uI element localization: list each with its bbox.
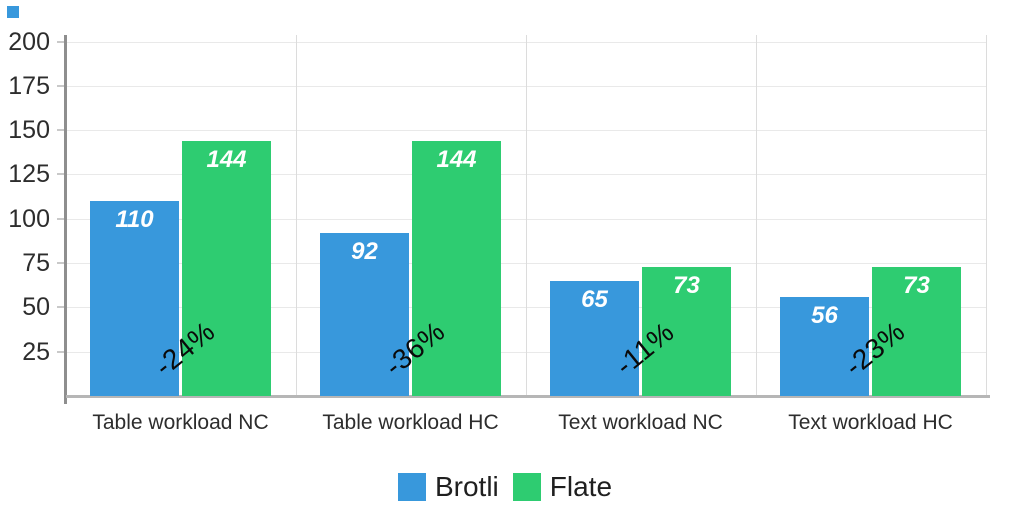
bar-brotli-1: 110 — [90, 201, 179, 396]
y-axis-tick — [56, 350, 66, 353]
bar-value-label: 144 — [436, 145, 477, 173]
category-separator-gridline — [525, 35, 527, 396]
blue-corner-mark — [7, 6, 19, 18]
bar-flate-1: 144 — [182, 140, 271, 396]
bar-value-label: 73 — [673, 271, 700, 299]
y-axis-tick — [56, 217, 66, 220]
category-separator-gridline — [985, 35, 987, 396]
bar-value-label: 144 — [206, 145, 247, 173]
bar-value-label: 92 — [351, 237, 378, 265]
bar-flate-4: 73 — [872, 266, 961, 396]
y-tick-label: 150 — [8, 116, 50, 145]
legend-label: Flate — [549, 471, 613, 502]
y-tick-label: 50 — [22, 293, 50, 322]
y-axis-tick — [56, 306, 66, 309]
category-separator-gridline — [295, 35, 297, 396]
y-tick-label: 200 — [8, 27, 50, 56]
bar-brotli-4: 56 — [780, 296, 869, 396]
y-tick-label: 100 — [8, 204, 50, 233]
y-axis-tick — [56, 40, 66, 43]
y-tick-label: 175 — [8, 71, 50, 100]
x-axis-line — [65, 395, 990, 398]
bar-flate-3: 73 — [642, 266, 731, 396]
x-category-label: Text workload NC — [558, 411, 723, 434]
x-category-label: Text workload HC — [788, 411, 953, 434]
legend-swatch-flate — [512, 473, 541, 501]
y-tick-label: 25 — [22, 337, 50, 366]
legend-swatch-brotli — [397, 473, 426, 501]
y-axis-tick — [56, 173, 66, 176]
y-axis-tick — [56, 262, 66, 265]
bar-flate-2: 144 — [412, 140, 501, 396]
legend-item-flate[interactable]: Flate — [512, 471, 613, 502]
category-separator-gridline — [755, 35, 757, 396]
chart-legend: Brotli Flate — [0, 470, 1010, 504]
bar-brotli-2: 92 — [320, 232, 409, 396]
bar-value-label: 56 — [811, 301, 838, 329]
y-axis-line — [63, 35, 67, 404]
legend-item-brotli[interactable]: Brotli — [397, 471, 499, 502]
bar-value-label: 73 — [903, 271, 930, 299]
legend-label: Brotli — [434, 471, 499, 502]
bar-brotli-3: 65 — [550, 280, 639, 396]
x-category-label: Table workload HC — [322, 411, 499, 434]
y-tick-label: 75 — [22, 249, 50, 278]
y-axis-tick — [56, 129, 66, 132]
x-category-label: Table workload NC — [92, 411, 269, 434]
bar-value-label: 110 — [115, 206, 154, 234]
y-tick-label: 125 — [8, 160, 50, 189]
bar-value-label: 65 — [581, 285, 608, 313]
y-axis-tick — [56, 84, 66, 87]
